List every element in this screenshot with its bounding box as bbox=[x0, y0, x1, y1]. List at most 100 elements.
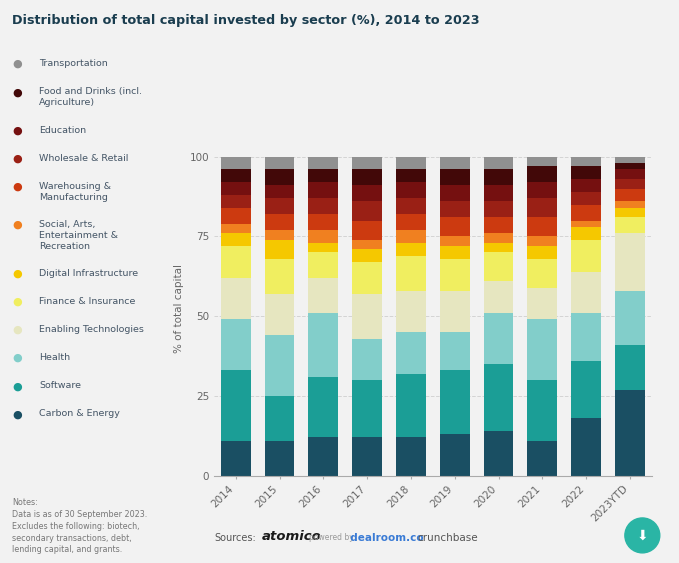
Bar bbox=[396, 437, 426, 476]
Bar bbox=[352, 249, 382, 262]
Bar bbox=[265, 294, 295, 336]
Bar bbox=[308, 214, 338, 230]
Bar bbox=[483, 252, 513, 281]
Text: Finance & Insurance: Finance & Insurance bbox=[39, 297, 136, 306]
Text: ●: ● bbox=[12, 59, 22, 69]
Bar bbox=[265, 441, 295, 476]
Text: Distribution of total capital invested by sector (%), 2014 to 2023: Distribution of total capital invested b… bbox=[12, 14, 480, 27]
Bar bbox=[528, 157, 557, 166]
Text: Carbon & Energy: Carbon & Energy bbox=[39, 409, 120, 418]
Bar bbox=[308, 157, 338, 169]
Text: Software: Software bbox=[39, 381, 81, 390]
Bar bbox=[396, 157, 426, 169]
Bar bbox=[440, 291, 470, 332]
Bar bbox=[352, 202, 382, 221]
Bar bbox=[615, 291, 645, 345]
Text: ●: ● bbox=[12, 381, 22, 391]
Text: ●: ● bbox=[12, 126, 22, 136]
Bar bbox=[440, 434, 470, 476]
Bar bbox=[265, 185, 295, 198]
Bar bbox=[308, 182, 338, 198]
Bar bbox=[483, 243, 513, 252]
Bar bbox=[615, 179, 645, 189]
Bar bbox=[571, 221, 601, 227]
Bar bbox=[483, 169, 513, 185]
Bar bbox=[308, 377, 338, 437]
Bar bbox=[615, 189, 645, 202]
Circle shape bbox=[625, 518, 660, 553]
Text: ⬇: ⬇ bbox=[636, 529, 648, 542]
Bar bbox=[396, 243, 426, 256]
Bar bbox=[483, 157, 513, 169]
Bar bbox=[265, 230, 295, 240]
Bar bbox=[615, 163, 645, 169]
Text: Enabling Technologies: Enabling Technologies bbox=[39, 325, 144, 334]
Bar bbox=[440, 202, 470, 217]
Text: Transportation: Transportation bbox=[39, 59, 108, 68]
Bar bbox=[483, 217, 513, 233]
Bar bbox=[221, 370, 251, 441]
Text: Sources:: Sources: bbox=[214, 533, 255, 543]
Bar bbox=[221, 157, 251, 169]
Bar bbox=[396, 291, 426, 332]
Text: crunchbase: crunchbase bbox=[418, 533, 478, 543]
Bar bbox=[265, 259, 295, 294]
Bar bbox=[352, 185, 382, 202]
Bar bbox=[221, 319, 251, 370]
Bar bbox=[396, 214, 426, 230]
Bar bbox=[440, 259, 470, 291]
Y-axis label: % of total capital: % of total capital bbox=[174, 263, 184, 353]
Bar bbox=[396, 169, 426, 182]
Text: Digital Infrastructure: Digital Infrastructure bbox=[39, 269, 139, 278]
Bar bbox=[440, 332, 470, 370]
Bar bbox=[308, 169, 338, 182]
Bar bbox=[396, 230, 426, 243]
Bar bbox=[571, 418, 601, 476]
Bar bbox=[221, 195, 251, 208]
Bar bbox=[571, 179, 601, 192]
Bar bbox=[528, 380, 557, 441]
Bar bbox=[571, 192, 601, 204]
Bar bbox=[615, 390, 645, 476]
Bar bbox=[615, 169, 645, 179]
Bar bbox=[571, 240, 601, 271]
Bar bbox=[615, 157, 645, 163]
Bar bbox=[221, 208, 251, 224]
Bar bbox=[615, 217, 645, 233]
Bar bbox=[615, 345, 645, 390]
Bar bbox=[528, 246, 557, 259]
Bar bbox=[352, 380, 382, 437]
Bar bbox=[571, 361, 601, 418]
Text: Notes:
Data is as of 30 September 2023.
Excludes the following: biotech,
seconda: Notes: Data is as of 30 September 2023. … bbox=[12, 498, 147, 555]
Bar bbox=[528, 236, 557, 246]
Bar bbox=[352, 437, 382, 476]
Text: Wholesale & Retail: Wholesale & Retail bbox=[39, 154, 129, 163]
Bar bbox=[308, 243, 338, 252]
Bar bbox=[352, 262, 382, 294]
Text: atomico: atomico bbox=[261, 530, 321, 543]
Text: Social, Arts,
Entertainment &
Recreation: Social, Arts, Entertainment & Recreation bbox=[39, 220, 118, 251]
Bar bbox=[396, 198, 426, 214]
Bar bbox=[221, 441, 251, 476]
Bar bbox=[265, 396, 295, 441]
Bar bbox=[308, 252, 338, 278]
Bar bbox=[308, 198, 338, 214]
Bar bbox=[571, 157, 601, 166]
Bar bbox=[308, 278, 338, 313]
Bar bbox=[221, 169, 251, 182]
Bar bbox=[483, 185, 513, 202]
Bar bbox=[440, 236, 470, 246]
Bar bbox=[528, 166, 557, 182]
Bar bbox=[265, 240, 295, 259]
Bar bbox=[352, 338, 382, 380]
Bar bbox=[440, 157, 470, 169]
Text: ●: ● bbox=[12, 87, 22, 97]
Text: ●: ● bbox=[12, 182, 22, 192]
Text: ●: ● bbox=[12, 297, 22, 307]
Bar bbox=[483, 202, 513, 217]
Bar bbox=[352, 240, 382, 249]
Text: powered by: powered by bbox=[309, 533, 354, 542]
Bar bbox=[221, 224, 251, 233]
Bar bbox=[221, 278, 251, 319]
Bar bbox=[396, 332, 426, 374]
